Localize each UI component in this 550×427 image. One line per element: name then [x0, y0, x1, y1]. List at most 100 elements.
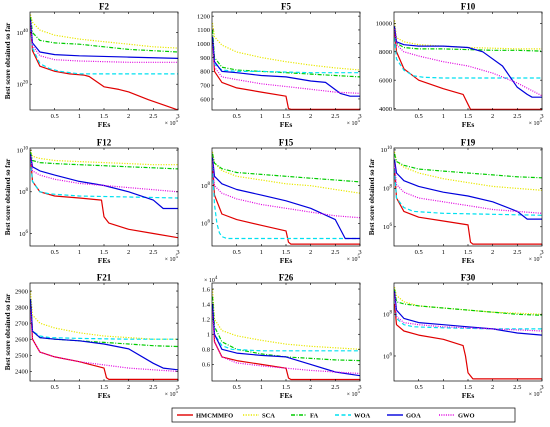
- y-tick-label: 1000: [197, 41, 210, 48]
- panel-title: F15: [279, 138, 294, 148]
- y-tick-label: 1040: [17, 29, 29, 37]
- series-line-gwo: [30, 307, 178, 372]
- series-line-hmcmmfo: [394, 30, 542, 110]
- y-tick-label: 1: [207, 332, 210, 339]
- plot-area: [394, 12, 542, 110]
- x-tick-label: 3: [176, 384, 179, 391]
- y-tick-label: 1.4: [202, 301, 211, 308]
- legend-label: HMCMMFO: [196, 412, 233, 419]
- y-tick-label: 1100: [197, 27, 210, 34]
- x-tick-label: 1: [260, 384, 263, 391]
- y-tick-label: 800: [200, 69, 210, 76]
- x-tick-label: 1.5: [100, 384, 108, 391]
- y-tick-label: 10000: [376, 21, 392, 28]
- x-tick-label: 1.5: [282, 113, 290, 120]
- y-axis-label: Best score obtained so far: [4, 294, 12, 370]
- series-line-gwo: [394, 293, 542, 332]
- x-tick-label: 2.5: [149, 384, 157, 391]
- y-tick-label: 4000: [379, 106, 392, 113]
- y-tick-label: 600: [200, 96, 210, 103]
- series-line-woa: [30, 307, 178, 340]
- series-line-hmcmmfo: [394, 303, 542, 380]
- x-axis-multiplier: × 105: [529, 119, 543, 127]
- x-axis-multiplier: × 105: [165, 390, 179, 398]
- y-tick-label: 2400: [15, 369, 28, 376]
- x-axis-label: FEs: [98, 391, 111, 400]
- x-tick-label: 0.5: [415, 249, 423, 256]
- series-lines: [394, 20, 542, 110]
- y-tick-label: 1200: [197, 13, 210, 20]
- series-lines: [394, 151, 542, 245]
- series-line-sca: [212, 288, 360, 350]
- x-axis-multiplier: × 105: [165, 255, 179, 263]
- series-line-gwo: [394, 28, 542, 97]
- y-tick-label: 0.8: [202, 347, 210, 354]
- y-tick-label: 106: [19, 230, 29, 238]
- y-tick-label: 2600: [15, 337, 28, 344]
- series-line-goa: [394, 159, 542, 220]
- series-line-goa: [30, 154, 178, 210]
- series-line-hmcmmfo: [212, 36, 360, 110]
- x-tick-label: 2: [491, 384, 494, 391]
- x-tick-label: 1: [260, 249, 263, 256]
- panel-title: F2: [99, 2, 109, 12]
- panel-f10: 0.5 1 1.5 2 2.5 3 4000 6000 8000 10000 F10 FEs × 105: [376, 2, 544, 130]
- x-tick-label: 3: [358, 249, 361, 256]
- x-tick-label: 3: [358, 113, 361, 120]
- x-tick-label: 2.5: [149, 249, 157, 256]
- x-tick-label: 1: [78, 384, 81, 391]
- x-tick-label: 2.5: [513, 384, 521, 391]
- legend-label: SCA: [262, 412, 275, 419]
- legend: HMCMMFO SCA FA WOA GOA GWO: [171, 407, 516, 423]
- legend-label: GOA: [406, 412, 421, 419]
- panel-f2: 0.5 1 1.5 2 2.5 3 1020 1040 F2 FEs × 105 Best score…: [4, 2, 180, 130]
- legend-entry-hmcmmfo: HMCMMFO: [177, 412, 233, 419]
- panel-title: F21: [97, 273, 112, 283]
- panel-f30: 0.5 1 1.5 2 2.5 3 106 108 F30 FEs × 105: [383, 273, 544, 401]
- panel-f12: 0.5 1 1.5 2 2.5 3 106 108 1010 F12 FEs × 105 Best sc…: [4, 138, 180, 266]
- series-line-goa: [212, 36, 360, 97]
- series-lines: [30, 290, 178, 380]
- x-tick-label: 1.5: [464, 384, 472, 391]
- x-axis-label: FEs: [280, 120, 293, 129]
- x-tick-label: 3: [176, 249, 179, 256]
- series-line-woa: [394, 169, 542, 216]
- series-line-sca: [30, 290, 178, 340]
- series-line-goa: [394, 26, 542, 98]
- plot-area: [212, 148, 360, 246]
- series-line-fa: [30, 17, 178, 53]
- x-tick-label: 2.5: [331, 249, 339, 256]
- y-tick-label: 106: [201, 220, 211, 228]
- series-lines: [394, 287, 542, 380]
- series-line-goa: [30, 299, 178, 371]
- series-line-gwo: [212, 43, 360, 94]
- x-tick-label: 1: [78, 113, 81, 120]
- x-tick-label: 0.5: [51, 113, 59, 120]
- x-tick-label: 1.5: [100, 249, 108, 256]
- x-tick-label: 3: [540, 249, 543, 256]
- x-axis-label: FEs: [280, 256, 293, 265]
- series-line-fa: [212, 296, 360, 362]
- y-tick-label: 6000: [379, 77, 392, 84]
- y-tick-label: 2500: [15, 353, 28, 360]
- legend-label: FA: [310, 412, 318, 419]
- x-axis-multiplier: × 105: [529, 390, 543, 398]
- series-line-fa: [212, 29, 360, 78]
- x-tick-label: 1: [442, 249, 445, 256]
- x-tick-label: 1: [78, 249, 81, 256]
- panel-f19: 0.5 1 1.5 2 2.5 3 106 108 1010 F19 FEs × 105 Best sc…: [368, 138, 544, 266]
- plot-area: [30, 12, 178, 110]
- x-tick-label: 0.5: [233, 113, 241, 120]
- y-tick-label: 2700: [15, 320, 28, 327]
- x-tick-label: 2: [491, 113, 494, 120]
- y-tick-label: 1.2: [202, 316, 210, 323]
- x-tick-label: 0.5: [415, 384, 423, 391]
- plot-area: [394, 148, 542, 246]
- x-tick-label: 0.5: [51, 384, 59, 391]
- x-tick-label: 1.5: [100, 113, 108, 120]
- x-tick-label: 0.5: [415, 113, 423, 120]
- x-tick-label: 2: [127, 249, 130, 256]
- x-tick-label: 1.5: [464, 113, 472, 120]
- x-tick-label: 3: [540, 384, 543, 391]
- series-line-hmcmmfo: [30, 24, 178, 110]
